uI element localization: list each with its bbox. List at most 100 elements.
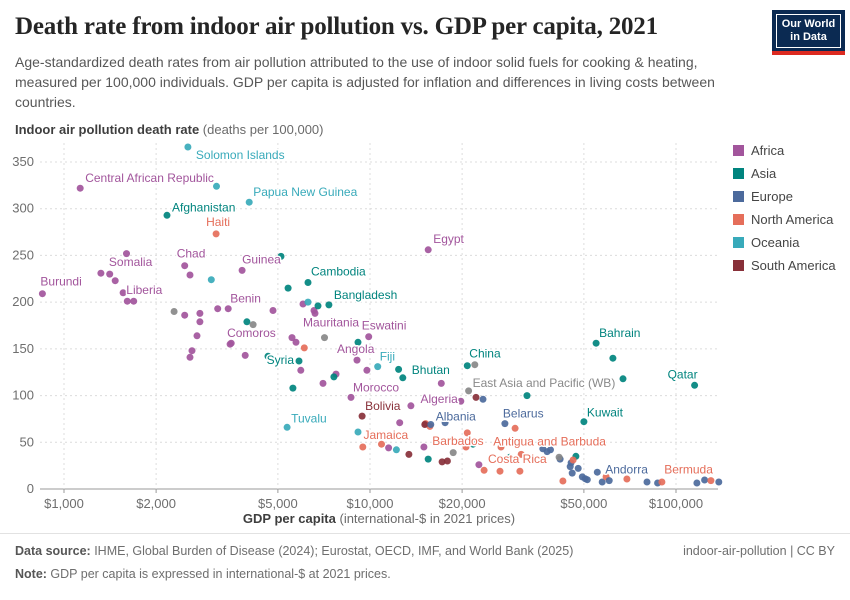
- data-point-solomon-islands[interactable]: [184, 143, 192, 151]
- data-point[interactable]: [583, 476, 591, 484]
- data-point[interactable]: [363, 366, 371, 374]
- data-point[interactable]: [555, 453, 563, 461]
- data-point[interactable]: [392, 446, 400, 454]
- data-point-mauritania[interactable]: [311, 309, 319, 317]
- data-point-barbados[interactable]: [463, 429, 471, 437]
- data-point[interactable]: [516, 467, 524, 475]
- data-point[interactable]: [472, 393, 480, 401]
- data-point[interactable]: [119, 289, 127, 297]
- legend-item-asia[interactable]: Asia: [733, 166, 836, 181]
- data-point[interactable]: [701, 476, 709, 484]
- data-point[interactable]: [396, 419, 404, 427]
- data-point[interactable]: [321, 334, 328, 342]
- data-point[interactable]: [511, 424, 519, 432]
- data-point[interactable]: [437, 379, 445, 387]
- data-point[interactable]: [300, 344, 308, 352]
- data-point[interactable]: [186, 353, 194, 361]
- data-point-central-african-republic[interactable]: [76, 184, 84, 192]
- data-point-jamaica[interactable]: [378, 440, 385, 448]
- data-point-east-asia-and-pacific-wb-[interactable]: [465, 387, 473, 395]
- data-point[interactable]: [568, 469, 576, 477]
- data-point[interactable]: [643, 478, 651, 486]
- data-point[interactable]: [207, 276, 215, 284]
- data-point[interactable]: [559, 477, 567, 485]
- data-point[interactable]: [354, 338, 362, 346]
- data-point[interactable]: [288, 334, 296, 342]
- data-point-china[interactable]: [463, 362, 471, 370]
- data-point[interactable]: [441, 419, 449, 427]
- data-point-afghanistan[interactable]: [163, 211, 171, 219]
- data-point[interactable]: [277, 252, 285, 260]
- data-point[interactable]: [395, 365, 403, 373]
- data-point[interactable]: [569, 456, 577, 464]
- data-point-guinea[interactable]: [238, 266, 246, 274]
- data-point[interactable]: [443, 457, 451, 465]
- data-point[interactable]: [284, 284, 292, 292]
- data-point[interactable]: [438, 458, 446, 466]
- data-point[interactable]: [471, 361, 479, 369]
- data-point[interactable]: [405, 450, 413, 458]
- data-point[interactable]: [314, 302, 322, 310]
- data-point-egypt[interactable]: [424, 246, 432, 254]
- data-point[interactable]: [715, 478, 723, 486]
- data-point-syria[interactable]: [295, 357, 303, 365]
- data-point[interactable]: [421, 421, 429, 428]
- data-point[interactable]: [420, 443, 428, 451]
- data-point-morocco[interactable]: [347, 393, 355, 401]
- data-point[interactable]: [449, 449, 457, 457]
- data-point[interactable]: [433, 365, 441, 373]
- data-point[interactable]: [186, 271, 194, 279]
- data-point-burundi[interactable]: [38, 290, 46, 298]
- legend-item-europe[interactable]: Europe: [733, 189, 836, 204]
- data-point[interactable]: [619, 375, 627, 383]
- data-point-cambodia[interactable]: [304, 279, 312, 286]
- data-point-andorra[interactable]: [605, 477, 613, 485]
- data-point-costa-rica[interactable]: [496, 467, 504, 475]
- data-point-antigua-and-barbuda[interactable]: [517, 450, 525, 458]
- data-point[interactable]: [106, 270, 114, 278]
- data-point[interactable]: [497, 443, 505, 451]
- data-point[interactable]: [181, 311, 189, 319]
- data-point[interactable]: [354, 428, 362, 436]
- data-point[interactable]: [523, 392, 531, 400]
- data-point-fiji[interactable]: [374, 363, 382, 371]
- data-point-liberia[interactable]: [123, 297, 131, 305]
- legend-item-africa[interactable]: Africa: [733, 143, 836, 158]
- data-point[interactable]: [623, 475, 631, 483]
- data-point[interactable]: [213, 182, 220, 190]
- data-point-bermuda[interactable]: [707, 477, 715, 485]
- data-point-angola[interactable]: [353, 356, 361, 364]
- data-point[interactable]: [469, 440, 477, 448]
- data-point[interactable]: [475, 461, 483, 469]
- data-point[interactable]: [598, 478, 606, 486]
- data-point[interactable]: [243, 318, 251, 326]
- data-point[interactable]: [319, 379, 327, 387]
- data-point-belarus[interactable]: [501, 420, 509, 428]
- data-point[interactable]: [193, 332, 201, 340]
- data-point[interactable]: [609, 354, 617, 362]
- data-point-kuwait[interactable]: [580, 418, 588, 426]
- data-point[interactable]: [289, 384, 297, 392]
- data-point-haiti[interactable]: [212, 230, 220, 238]
- data-point[interactable]: [297, 366, 305, 374]
- data-point-somalia[interactable]: [97, 269, 105, 277]
- data-point[interactable]: [170, 308, 178, 315]
- data-point-bolivia[interactable]: [358, 412, 366, 420]
- legend-item-south-america[interactable]: South America: [733, 258, 836, 273]
- data-point-bangladesh[interactable]: [325, 301, 333, 309]
- data-point[interactable]: [269, 307, 277, 314]
- data-point[interactable]: [249, 321, 257, 329]
- data-point-papua-new-guinea[interactable]: [245, 198, 253, 206]
- data-point-comoros[interactable]: [226, 340, 234, 348]
- data-point[interactable]: [658, 478, 666, 486]
- data-point[interactable]: [593, 468, 601, 476]
- data-point[interactable]: [424, 455, 432, 463]
- data-point-qatar[interactable]: [691, 381, 699, 389]
- data-point[interactable]: [462, 443, 470, 451]
- data-point[interactable]: [479, 395, 487, 403]
- data-point[interactable]: [385, 444, 393, 452]
- data-point-bahrain[interactable]: [592, 339, 600, 347]
- data-point[interactable]: [196, 309, 204, 317]
- data-point[interactable]: [196, 318, 204, 326]
- data-point[interactable]: [693, 479, 701, 487]
